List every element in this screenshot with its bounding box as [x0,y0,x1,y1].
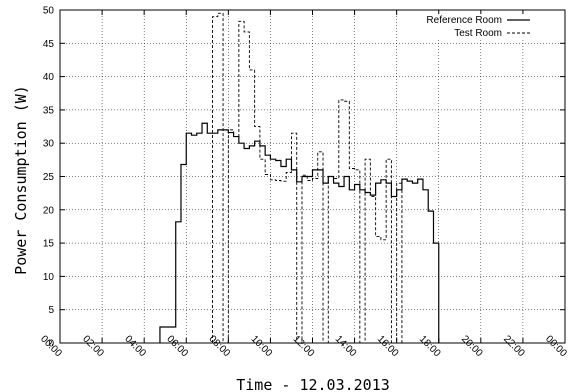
y-tick-label: 5 [48,305,54,316]
legend-label-reference-room: Reference Room [426,15,502,26]
series-line-test-room [212,12,403,344]
y-tick-label: 30 [43,139,55,150]
y-tick-label: 45 [43,39,55,50]
series-layer [159,12,440,344]
y-tick-label: 50 [43,6,55,17]
y-tick-labels: 0 5 10 15 20 25 30 35 40 45 50 [43,6,55,350]
x-tick-labels: 00:00 02:00 04:00 06:00 08:00 10:00 12:00 14:00… [38,334,569,360]
y-tick-label: 35 [43,105,55,116]
y-axis-label: Power Consumption (W) [12,85,30,275]
y-tick-label: 15 [43,239,55,250]
y-tick-label: 40 [43,72,55,83]
tick-marks [59,9,566,344]
legend: Reference Room Test Room [416,14,531,40]
y-tick-label: 10 [43,272,55,283]
y-tick-label: 0 [48,339,54,350]
legend-label-test-room: Test Room [454,28,502,39]
x-axis-label: Time - 12.03.2013 [236,376,390,392]
y-tick-label: 20 [43,205,55,216]
y-tick-label: 25 [43,172,55,183]
legend-box [416,14,531,40]
